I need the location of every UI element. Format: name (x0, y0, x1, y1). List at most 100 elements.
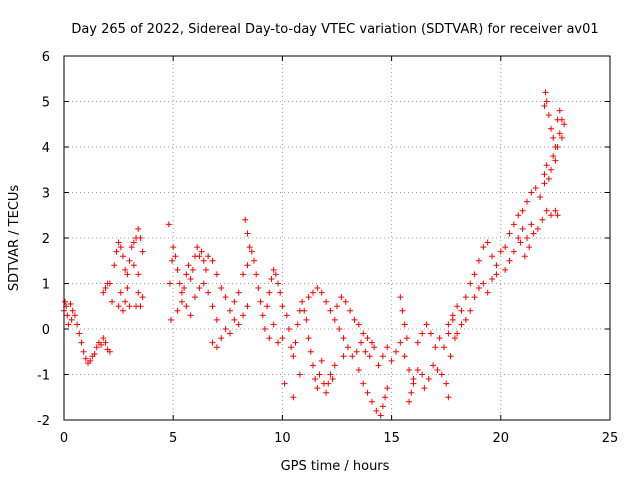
data-point (71, 312, 78, 319)
data-point (334, 303, 340, 310)
y-tick-label: -1 (37, 369, 50, 384)
data-point (340, 353, 347, 360)
data-point (534, 225, 541, 232)
y-tick-label: 6 (42, 50, 50, 65)
data-point (248, 248, 255, 255)
data-point (139, 248, 146, 255)
data-point (556, 130, 563, 137)
data-point (275, 339, 282, 346)
y-tick-label: 1 (42, 278, 50, 293)
data-point (524, 198, 531, 205)
data-point (281, 380, 288, 387)
data-point (515, 235, 522, 241)
data-point (462, 294, 469, 301)
data-point (379, 353, 386, 360)
data-point (528, 189, 535, 196)
data-point (349, 353, 356, 360)
data-point (205, 289, 212, 296)
data-point (183, 271, 190, 278)
data-point (309, 289, 316, 296)
data-point (475, 257, 482, 264)
data-point (543, 98, 550, 105)
data-point (467, 307, 474, 314)
data-point (445, 321, 452, 328)
x-axis-label: GPS time / hours (281, 459, 390, 474)
data-point (213, 344, 220, 351)
data-point (360, 330, 367, 337)
data-point (303, 316, 310, 323)
data-point (124, 285, 131, 292)
data-point (126, 303, 133, 310)
data-point (545, 112, 552, 119)
data-point (545, 175, 552, 182)
data-point (213, 316, 220, 323)
data-point (198, 248, 205, 255)
data-point (344, 344, 351, 351)
data-point (196, 253, 203, 260)
data-point (178, 289, 185, 296)
data-point (128, 244, 135, 251)
data-point (117, 244, 124, 251)
data-point (475, 285, 482, 292)
data-point (187, 312, 194, 319)
data-point (392, 348, 399, 355)
data-point (406, 398, 413, 405)
data-point (113, 248, 120, 255)
data-point (384, 385, 391, 392)
data-point (327, 371, 334, 378)
data-point (550, 153, 557, 160)
x-tick-label: 0 (60, 431, 68, 446)
data-point (552, 157, 559, 164)
data-point (253, 271, 260, 278)
data-point (430, 362, 437, 369)
y-tick-label: 4 (42, 141, 50, 156)
data-point (397, 294, 404, 301)
data-point (67, 300, 74, 307)
data-point (480, 244, 487, 251)
data-point (192, 294, 199, 301)
data-point (87, 357, 94, 364)
data-point (222, 326, 229, 332)
data-point (257, 298, 264, 305)
data-point (510, 221, 517, 228)
data-point (425, 376, 432, 383)
data-point (371, 344, 378, 351)
data-point (353, 348, 360, 355)
data-point (82, 355, 89, 362)
data-point (218, 335, 225, 342)
data-point (172, 253, 179, 260)
data-point (519, 225, 526, 232)
data-point (532, 184, 539, 191)
data-point (427, 330, 434, 337)
data-point (548, 212, 555, 219)
data-point (355, 321, 362, 328)
data-point (189, 266, 196, 273)
data-point (268, 275, 275, 282)
data-point (187, 275, 194, 282)
data-point (316, 371, 323, 378)
data-point (251, 257, 258, 264)
data-point (176, 280, 183, 287)
data-point (467, 280, 474, 287)
data-point (255, 285, 262, 292)
data-point (200, 257, 207, 264)
data-point (419, 330, 426, 337)
data-point (360, 380, 367, 387)
data-point (213, 271, 220, 278)
data-point (530, 230, 537, 237)
data-point (554, 212, 561, 219)
data-point (106, 348, 113, 355)
data-point (139, 294, 146, 301)
data-point (299, 298, 306, 305)
x-tick-label: 15 (383, 431, 400, 446)
data-point (170, 244, 177, 251)
data-point (307, 348, 314, 355)
data-point (515, 212, 522, 219)
data-point (368, 339, 375, 346)
data-point (261, 326, 268, 332)
data-point (244, 303, 251, 310)
data-point (541, 171, 548, 178)
data-point (279, 335, 286, 342)
data-point (218, 285, 225, 292)
